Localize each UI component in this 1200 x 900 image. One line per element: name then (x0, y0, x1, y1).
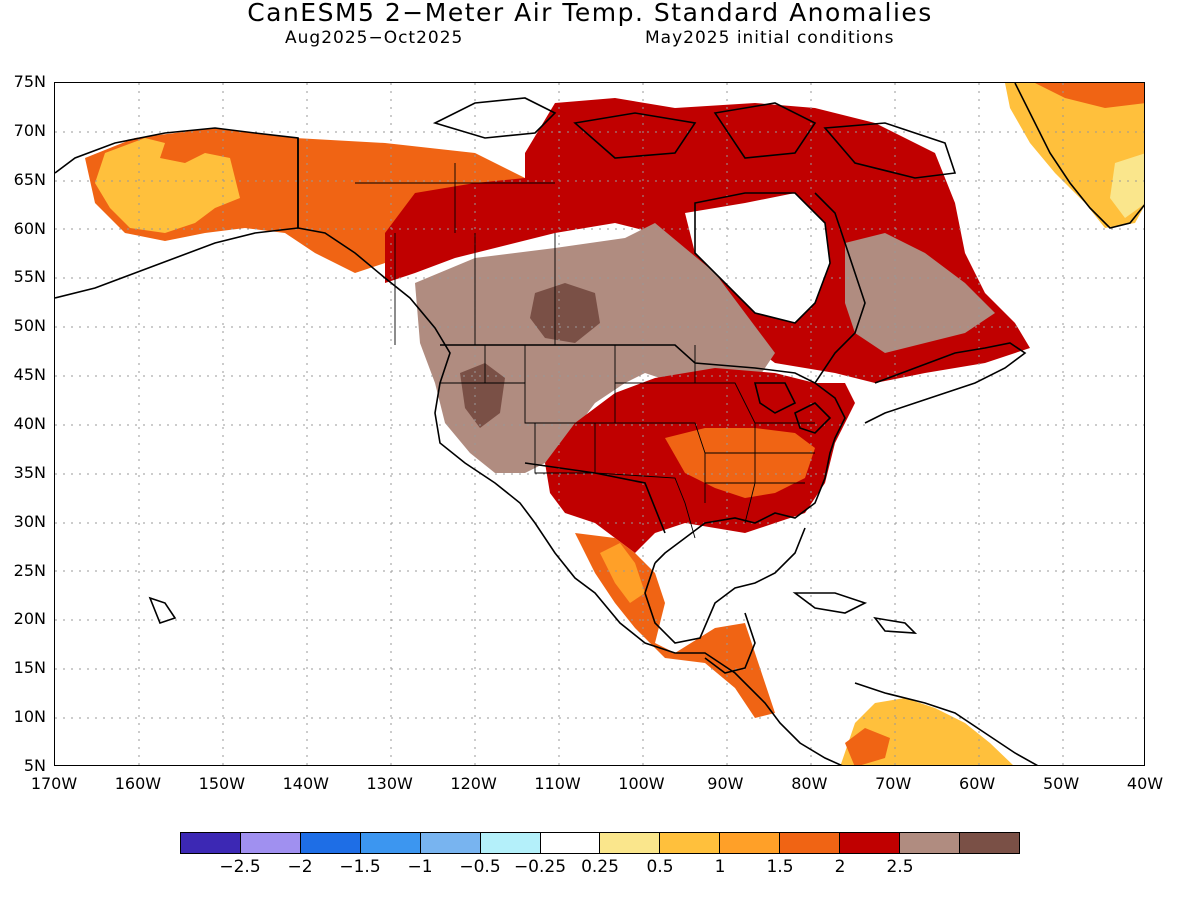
colorbar-tick-label: 1 (714, 857, 726, 877)
colorbar-tick-label: −1.5 (339, 857, 381, 877)
latitude-label: 60N (13, 218, 46, 238)
longitude-label: 80W (791, 774, 828, 793)
longitude-label: 170W (30, 774, 78, 793)
colorbar-tick-label: −1 (407, 857, 433, 877)
anomaly-fills (85, 83, 1144, 765)
colorbar-tick-label: 2 (834, 857, 846, 877)
colorbar-swatch (300, 833, 361, 853)
colorbar-tick-label: −0.25 (513, 857, 567, 877)
colorbar-swatch (959, 833, 1019, 853)
anomaly-region-greenland (1005, 83, 1144, 228)
colorbar-swatch (780, 833, 841, 853)
political-borders (355, 163, 815, 539)
map-panel (54, 82, 1145, 766)
colorbar (180, 832, 1020, 854)
longitude-label: 130W (366, 774, 413, 793)
anomaly-region-alberta-darkbrown (530, 283, 600, 343)
anomaly-region-south-america-orange (845, 728, 890, 765)
hudson-bay (685, 193, 830, 323)
latitude-label: 50N (13, 316, 46, 336)
colorbar-swatch (840, 833, 901, 853)
longitude-label: 60W (959, 774, 996, 793)
anomaly-region-greatbasin-darkbrown (460, 363, 505, 428)
latitude-label: 70N (13, 120, 46, 140)
longitude-label: 150W (198, 774, 246, 793)
latitude-label: 15N (13, 658, 46, 678)
anomaly-region-greenland-tip (1110, 153, 1144, 218)
colorbar-tick-label: 2.5 (886, 857, 914, 877)
latitude-label: 40N (13, 414, 46, 433)
longitude-label: 90W (707, 774, 744, 793)
anomaly-map (55, 83, 1144, 765)
latitude-label: 55N (13, 267, 46, 287)
longitude-label: 100W (618, 774, 665, 793)
anomaly-region-mexico-interior (600, 543, 645, 603)
longitude-label: 140W (282, 774, 329, 793)
colorbar-swatch (480, 833, 541, 853)
latitude-label: 35N (13, 462, 46, 482)
colorbar-tick-label: 0.25 (581, 857, 619, 877)
latitude-label: 30N (13, 511, 46, 531)
latitude-label: 45N (13, 365, 46, 385)
colorbar-swatch (660, 833, 721, 853)
anomaly-region-prairies-brown (415, 223, 775, 473)
longitude-label: 70W (875, 774, 912, 793)
latitude-label: 65N (13, 169, 46, 189)
coastlines (55, 83, 1144, 765)
colorbar-swatch (360, 833, 421, 853)
anomaly-region-alaska-interior (95, 138, 240, 233)
initial-conditions-subtitle: May2025 initial conditions (645, 28, 895, 48)
latitude-label: 20N (13, 609, 46, 629)
longitude-label: 110W (534, 774, 581, 793)
latitude-label: 10N (13, 707, 46, 727)
colorbar-swatch (900, 833, 960, 853)
map-title: CanESM5 2−Meter Air Temp. Standard Anoma… (247, 0, 933, 27)
anomaly-region-labrador-brown (845, 233, 995, 353)
colorbar-swatch (540, 833, 601, 853)
colorbar-swatch (720, 833, 781, 853)
colorbar-tick-label: 1.5 (766, 857, 794, 877)
colorbar-swatch (240, 833, 301, 853)
latitude-label: 25N (13, 560, 46, 580)
colorbar-swatch (181, 833, 241, 853)
latitude-label: 5N (23, 756, 46, 775)
longitude-label: 40W (1126, 774, 1164, 793)
longitude-label: 160W (114, 774, 162, 793)
colorbar-tick-label: −2.5 (219, 857, 261, 877)
colorbar-tick-label: 0.5 (646, 857, 674, 877)
longitude-label: 50W (1042, 774, 1080, 793)
colorbar-swatch (600, 833, 661, 853)
anomaly-region-greenland-north (1035, 83, 1144, 108)
valid-period-subtitle: Aug2025−Oct2025 (285, 28, 464, 48)
longitude-label: 120W (450, 774, 497, 793)
colorbar-tick-label: −2 (287, 857, 313, 877)
colorbar-tick-label: −0.5 (459, 857, 501, 877)
colorbar-swatch (420, 833, 481, 853)
latitude-label: 75N (13, 72, 46, 91)
